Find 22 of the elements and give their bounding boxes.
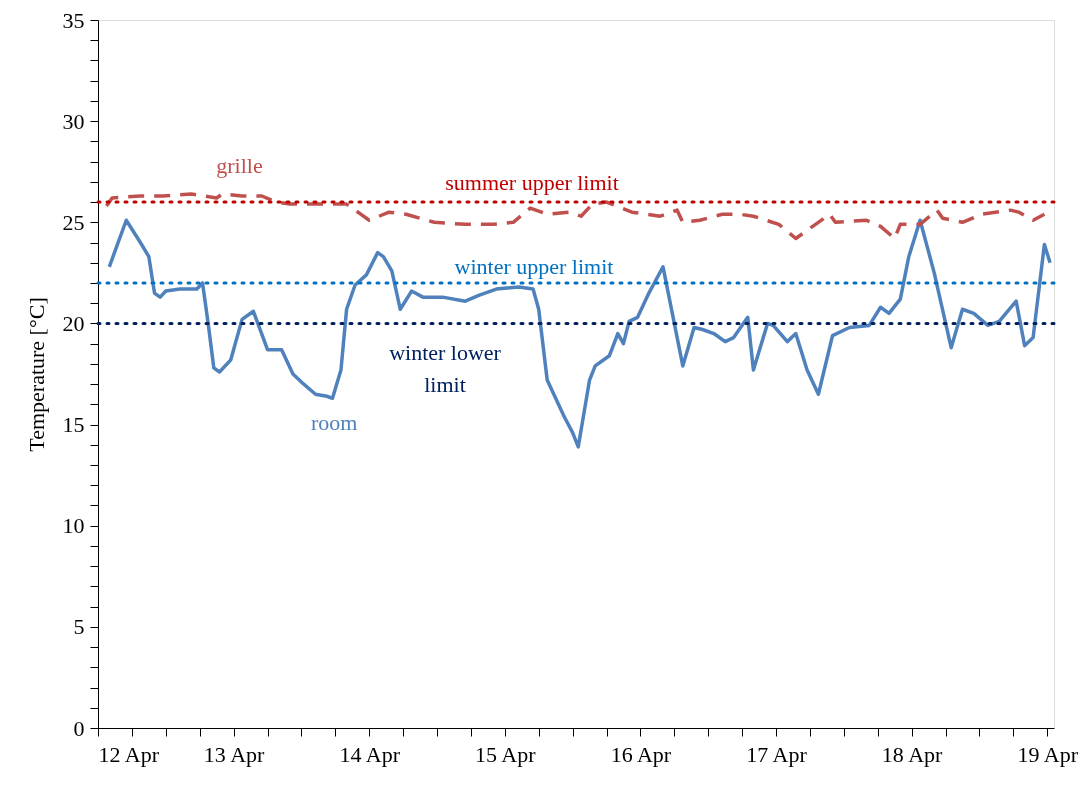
y-tick-label: 20 bbox=[62, 310, 85, 336]
y-tick-label: 10 bbox=[62, 513, 85, 539]
ref-line-label: summer upper limit bbox=[445, 170, 619, 196]
x-tick-label: 13 Apr bbox=[203, 741, 266, 767]
series-label: grille bbox=[216, 152, 263, 178]
ref-line-label: winter lower limit bbox=[389, 340, 502, 398]
y-axis-title: Temperature [°C] bbox=[23, 297, 49, 452]
x-tick-label: 12 Apr bbox=[98, 741, 160, 767]
y-tick-label: 30 bbox=[62, 108, 85, 134]
y-tick-label: 35 bbox=[62, 7, 85, 33]
y-tick-label: 15 bbox=[62, 412, 85, 438]
x-tick-label: 14 Apr bbox=[339, 741, 401, 767]
x-tick-label: 15 Apr bbox=[475, 741, 537, 767]
x-tick-label: 17 Apr bbox=[746, 741, 808, 767]
ref-line-label: winter upper limit bbox=[454, 253, 614, 279]
x-tick-label: 19 Apr bbox=[1017, 741, 1079, 767]
y-tick-label: 0 bbox=[73, 715, 85, 741]
x-tick-label: 16 Apr bbox=[610, 741, 672, 767]
y-tick-label: 25 bbox=[62, 209, 85, 235]
series-label: room bbox=[310, 409, 358, 435]
y-tick-label: 5 bbox=[73, 614, 85, 640]
x-tick-label: 18 Apr bbox=[881, 741, 944, 767]
